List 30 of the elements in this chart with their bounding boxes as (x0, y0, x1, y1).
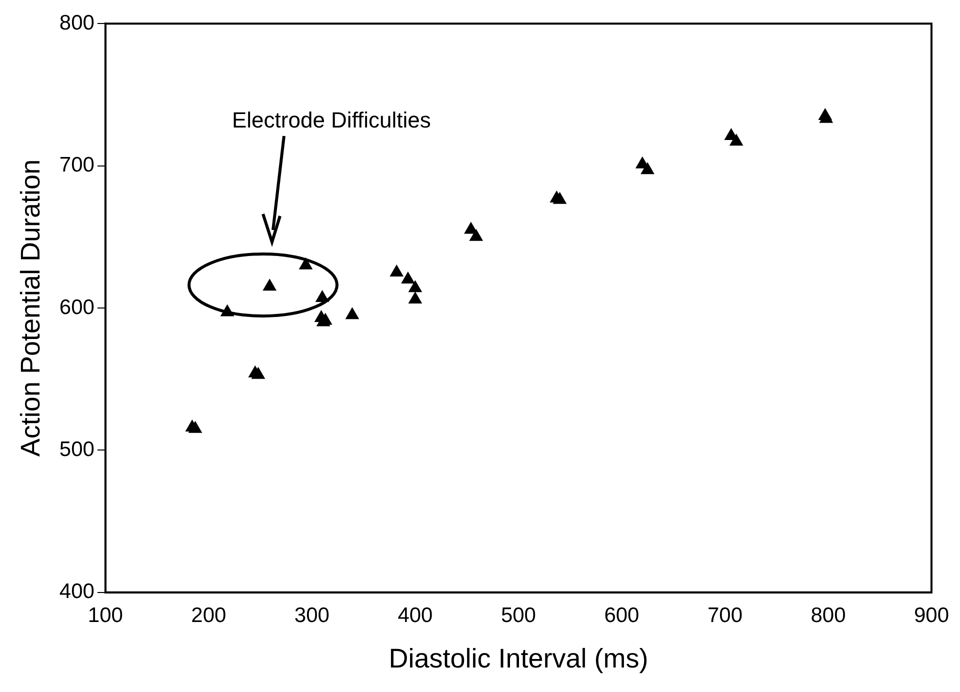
y-tick-label: 500 (59, 438, 94, 461)
x-tick-label: 100 (88, 604, 123, 627)
y-tick-label: 600 (59, 296, 94, 319)
x-tick-label: 600 (604, 604, 640, 627)
x-tick-label: 800 (810, 604, 846, 627)
point (262, 278, 277, 291)
x-tick-label: 900 (914, 604, 950, 627)
y-tick-label: 400 (59, 580, 94, 604)
y-axis-title: Action Potential Duration (16, 159, 46, 457)
x-tick-label: 300 (294, 604, 330, 627)
y-tick-label: 700 (59, 154, 94, 177)
point (401, 272, 415, 284)
point (408, 291, 422, 304)
point (640, 162, 654, 174)
x-axis-title: Diastolic Interval (ms) (388, 643, 648, 674)
y-tick-label: 800 (59, 11, 94, 34)
point (298, 257, 313, 270)
point (251, 366, 266, 379)
x-tick-label: 500 (500, 604, 536, 627)
x-tick-label: 400 (398, 604, 433, 627)
point (408, 280, 422, 292)
point (390, 264, 404, 276)
point (729, 134, 744, 146)
point (552, 192, 567, 204)
x-tick-label: 700 (707, 604, 742, 627)
point (469, 228, 484, 241)
point (345, 307, 360, 320)
x-tick-label: 200 (191, 604, 226, 627)
annotation: Electrode Difficulties (232, 108, 431, 133)
point (188, 420, 202, 433)
